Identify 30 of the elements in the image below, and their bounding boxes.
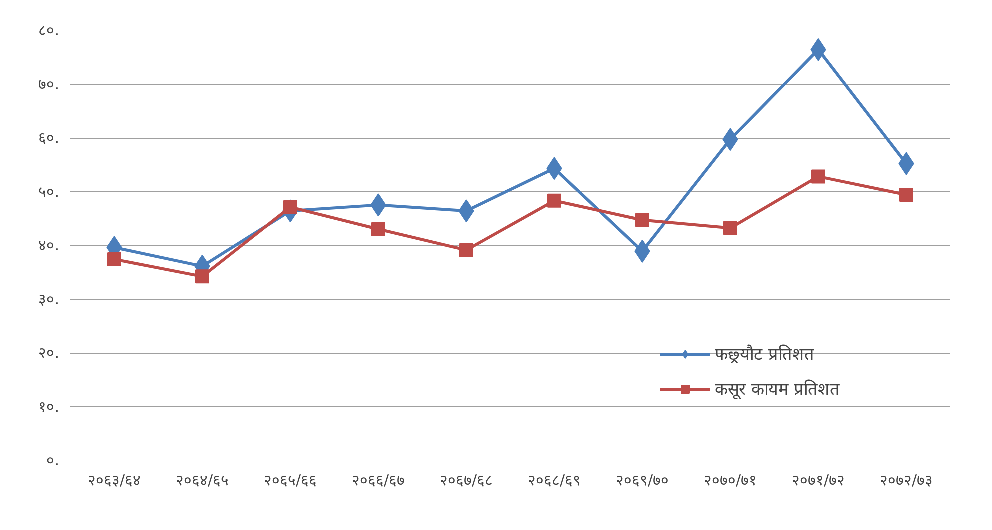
x-tick-label: २०६४/६५ <box>176 472 230 490</box>
x-tick-label: २०६५/६६ <box>264 472 318 490</box>
point <box>812 170 826 184</box>
x-tick-label: २०७०/७१ <box>704 472 758 490</box>
point <box>108 252 122 266</box>
legend-label: फछ्र्यौट प्रतिशत <box>715 344 814 365</box>
point <box>636 213 650 228</box>
y-tick-label: ५०. <box>38 182 60 201</box>
x-tick-label: २०७१/७२ <box>792 472 846 490</box>
y-tick-label: ४०. <box>38 236 60 254</box>
point <box>548 194 562 208</box>
x-tick-label: २०७२/७३ <box>880 472 934 490</box>
legend-label: कसूर कायम प्रतिशत <box>715 378 840 400</box>
y-tick-label: ३०. <box>38 290 60 308</box>
x-tick-label: २०६७/६८ <box>440 472 494 490</box>
x-tick-label: २०६९/७० <box>616 472 670 490</box>
point <box>372 222 386 236</box>
y-tick-label: ८०. <box>38 22 60 40</box>
point <box>724 221 738 236</box>
y-tick-label: ६०. <box>38 129 60 147</box>
x-tick-label: २०६३/६४ <box>88 472 142 490</box>
point <box>460 243 474 258</box>
point <box>196 270 210 284</box>
y-tick-label: १०. <box>38 398 60 416</box>
point <box>900 188 914 202</box>
x-tick-label: २०६६/६७ <box>352 472 406 490</box>
y-tick-label: ७०. <box>38 75 60 94</box>
y-tick-label: ०. <box>46 452 60 470</box>
x-tick-label: २०६८/६९ <box>528 472 582 490</box>
y-tick-label: २०. <box>38 344 60 362</box>
